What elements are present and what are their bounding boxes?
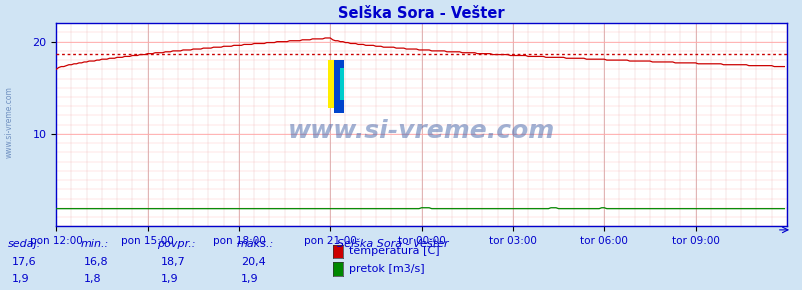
- Text: 17,6: 17,6: [12, 257, 37, 267]
- Text: maks.:: maks.:: [237, 239, 273, 249]
- Text: 1,9: 1,9: [160, 274, 178, 284]
- Bar: [328, 60, 339, 108]
- Text: min.:: min.:: [80, 239, 108, 249]
- Title: Selška Sora - Vešter: Selška Sora - Vešter: [338, 6, 504, 21]
- Text: Selška Sora - Vešter: Selška Sora - Vešter: [337, 239, 448, 249]
- Bar: [334, 60, 344, 113]
- Text: 1,9: 1,9: [12, 274, 30, 284]
- Text: povpr.:: povpr.:: [156, 239, 195, 249]
- Text: sedaj:: sedaj:: [8, 239, 42, 249]
- Text: www.si-vreme.com: www.si-vreme.com: [288, 119, 554, 143]
- Text: pretok [m3/s]: pretok [m3/s]: [348, 264, 423, 274]
- Text: 1,8: 1,8: [84, 274, 102, 284]
- Text: 18,7: 18,7: [160, 257, 185, 267]
- Text: 20,4: 20,4: [241, 257, 265, 267]
- Text: 1,9: 1,9: [241, 274, 258, 284]
- Text: temperatura [C]: temperatura [C]: [348, 246, 439, 256]
- Bar: [339, 68, 344, 100]
- Text: www.si-vreme.com: www.si-vreme.com: [5, 86, 14, 158]
- Text: 16,8: 16,8: [84, 257, 109, 267]
